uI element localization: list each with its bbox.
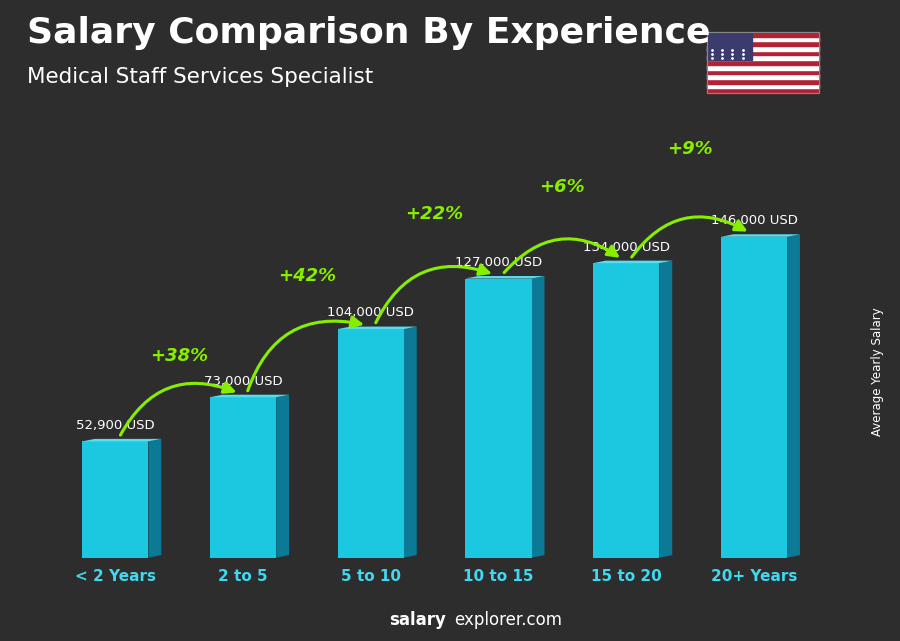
Bar (706, 88, 819, 93)
Polygon shape (276, 395, 289, 558)
Polygon shape (593, 261, 672, 263)
Bar (82, 442, 148, 558)
Bar (721, 237, 788, 558)
Bar (210, 397, 276, 558)
Text: 52,900 USD: 52,900 USD (76, 419, 155, 432)
Bar (706, 46, 819, 51)
Text: +42%: +42% (278, 267, 336, 285)
Polygon shape (148, 439, 161, 558)
Polygon shape (660, 261, 672, 558)
Polygon shape (82, 439, 161, 442)
Bar (706, 65, 819, 69)
Text: Medical Staff Services Specialist: Medical Staff Services Specialist (27, 67, 374, 87)
Polygon shape (465, 276, 544, 279)
Bar (706, 51, 819, 56)
Bar (338, 329, 404, 558)
Bar (706, 83, 819, 88)
Polygon shape (338, 326, 417, 329)
Polygon shape (788, 234, 800, 558)
Text: +6%: +6% (539, 178, 585, 196)
Bar (706, 37, 819, 42)
Text: Average Yearly Salary: Average Yearly Salary (871, 308, 884, 436)
Bar (465, 279, 532, 558)
Polygon shape (210, 395, 289, 397)
Polygon shape (404, 326, 417, 558)
Text: +38%: +38% (150, 347, 208, 365)
Bar (706, 69, 819, 74)
Text: 104,000 USD: 104,000 USD (328, 306, 414, 319)
Bar (706, 60, 819, 65)
Polygon shape (721, 234, 800, 237)
Bar (706, 32, 752, 60)
Bar (593, 263, 660, 558)
Text: 134,000 USD: 134,000 USD (582, 240, 670, 254)
Bar (706, 42, 819, 46)
Bar (706, 32, 819, 37)
Bar (706, 74, 819, 79)
Text: salary: salary (389, 612, 446, 629)
Text: 73,000 USD: 73,000 USD (203, 374, 283, 388)
Text: Salary Comparison By Experience: Salary Comparison By Experience (27, 16, 710, 50)
Text: explorer.com: explorer.com (454, 612, 562, 629)
Text: 127,000 USD: 127,000 USD (454, 256, 542, 269)
Polygon shape (532, 276, 544, 558)
Bar (706, 79, 819, 83)
Bar (706, 56, 819, 60)
Text: 146,000 USD: 146,000 USD (710, 214, 797, 227)
Text: +9%: +9% (667, 140, 713, 158)
Text: +22%: +22% (406, 204, 464, 223)
